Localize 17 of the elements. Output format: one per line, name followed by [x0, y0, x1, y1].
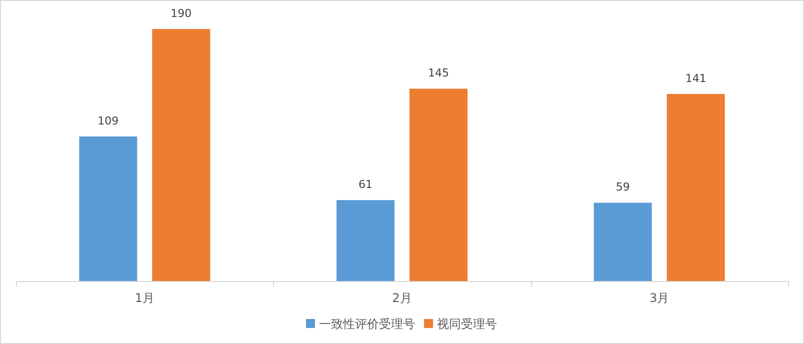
- x-tick-label: 1月: [134, 291, 154, 305]
- bar: [79, 136, 138, 281]
- data-label: 61: [358, 178, 372, 192]
- bar: [336, 200, 394, 281]
- data-label: 190: [170, 7, 192, 20]
- legend-label: 一致性评价受理号: [319, 317, 415, 331]
- bar: [410, 88, 468, 281]
- bar: [152, 29, 210, 281]
- legend-label: 视同受理号: [437, 317, 497, 331]
- x-tick-label: 2月: [392, 291, 412, 305]
- data-label: 59: [616, 180, 630, 194]
- data-label: 141: [685, 72, 706, 85]
- bar: [594, 202, 652, 281]
- data-label: 145: [428, 66, 449, 80]
- bar: [666, 94, 725, 281]
- data-label: 109: [98, 114, 119, 128]
- x-tick-label: 3月: [650, 291, 670, 305]
